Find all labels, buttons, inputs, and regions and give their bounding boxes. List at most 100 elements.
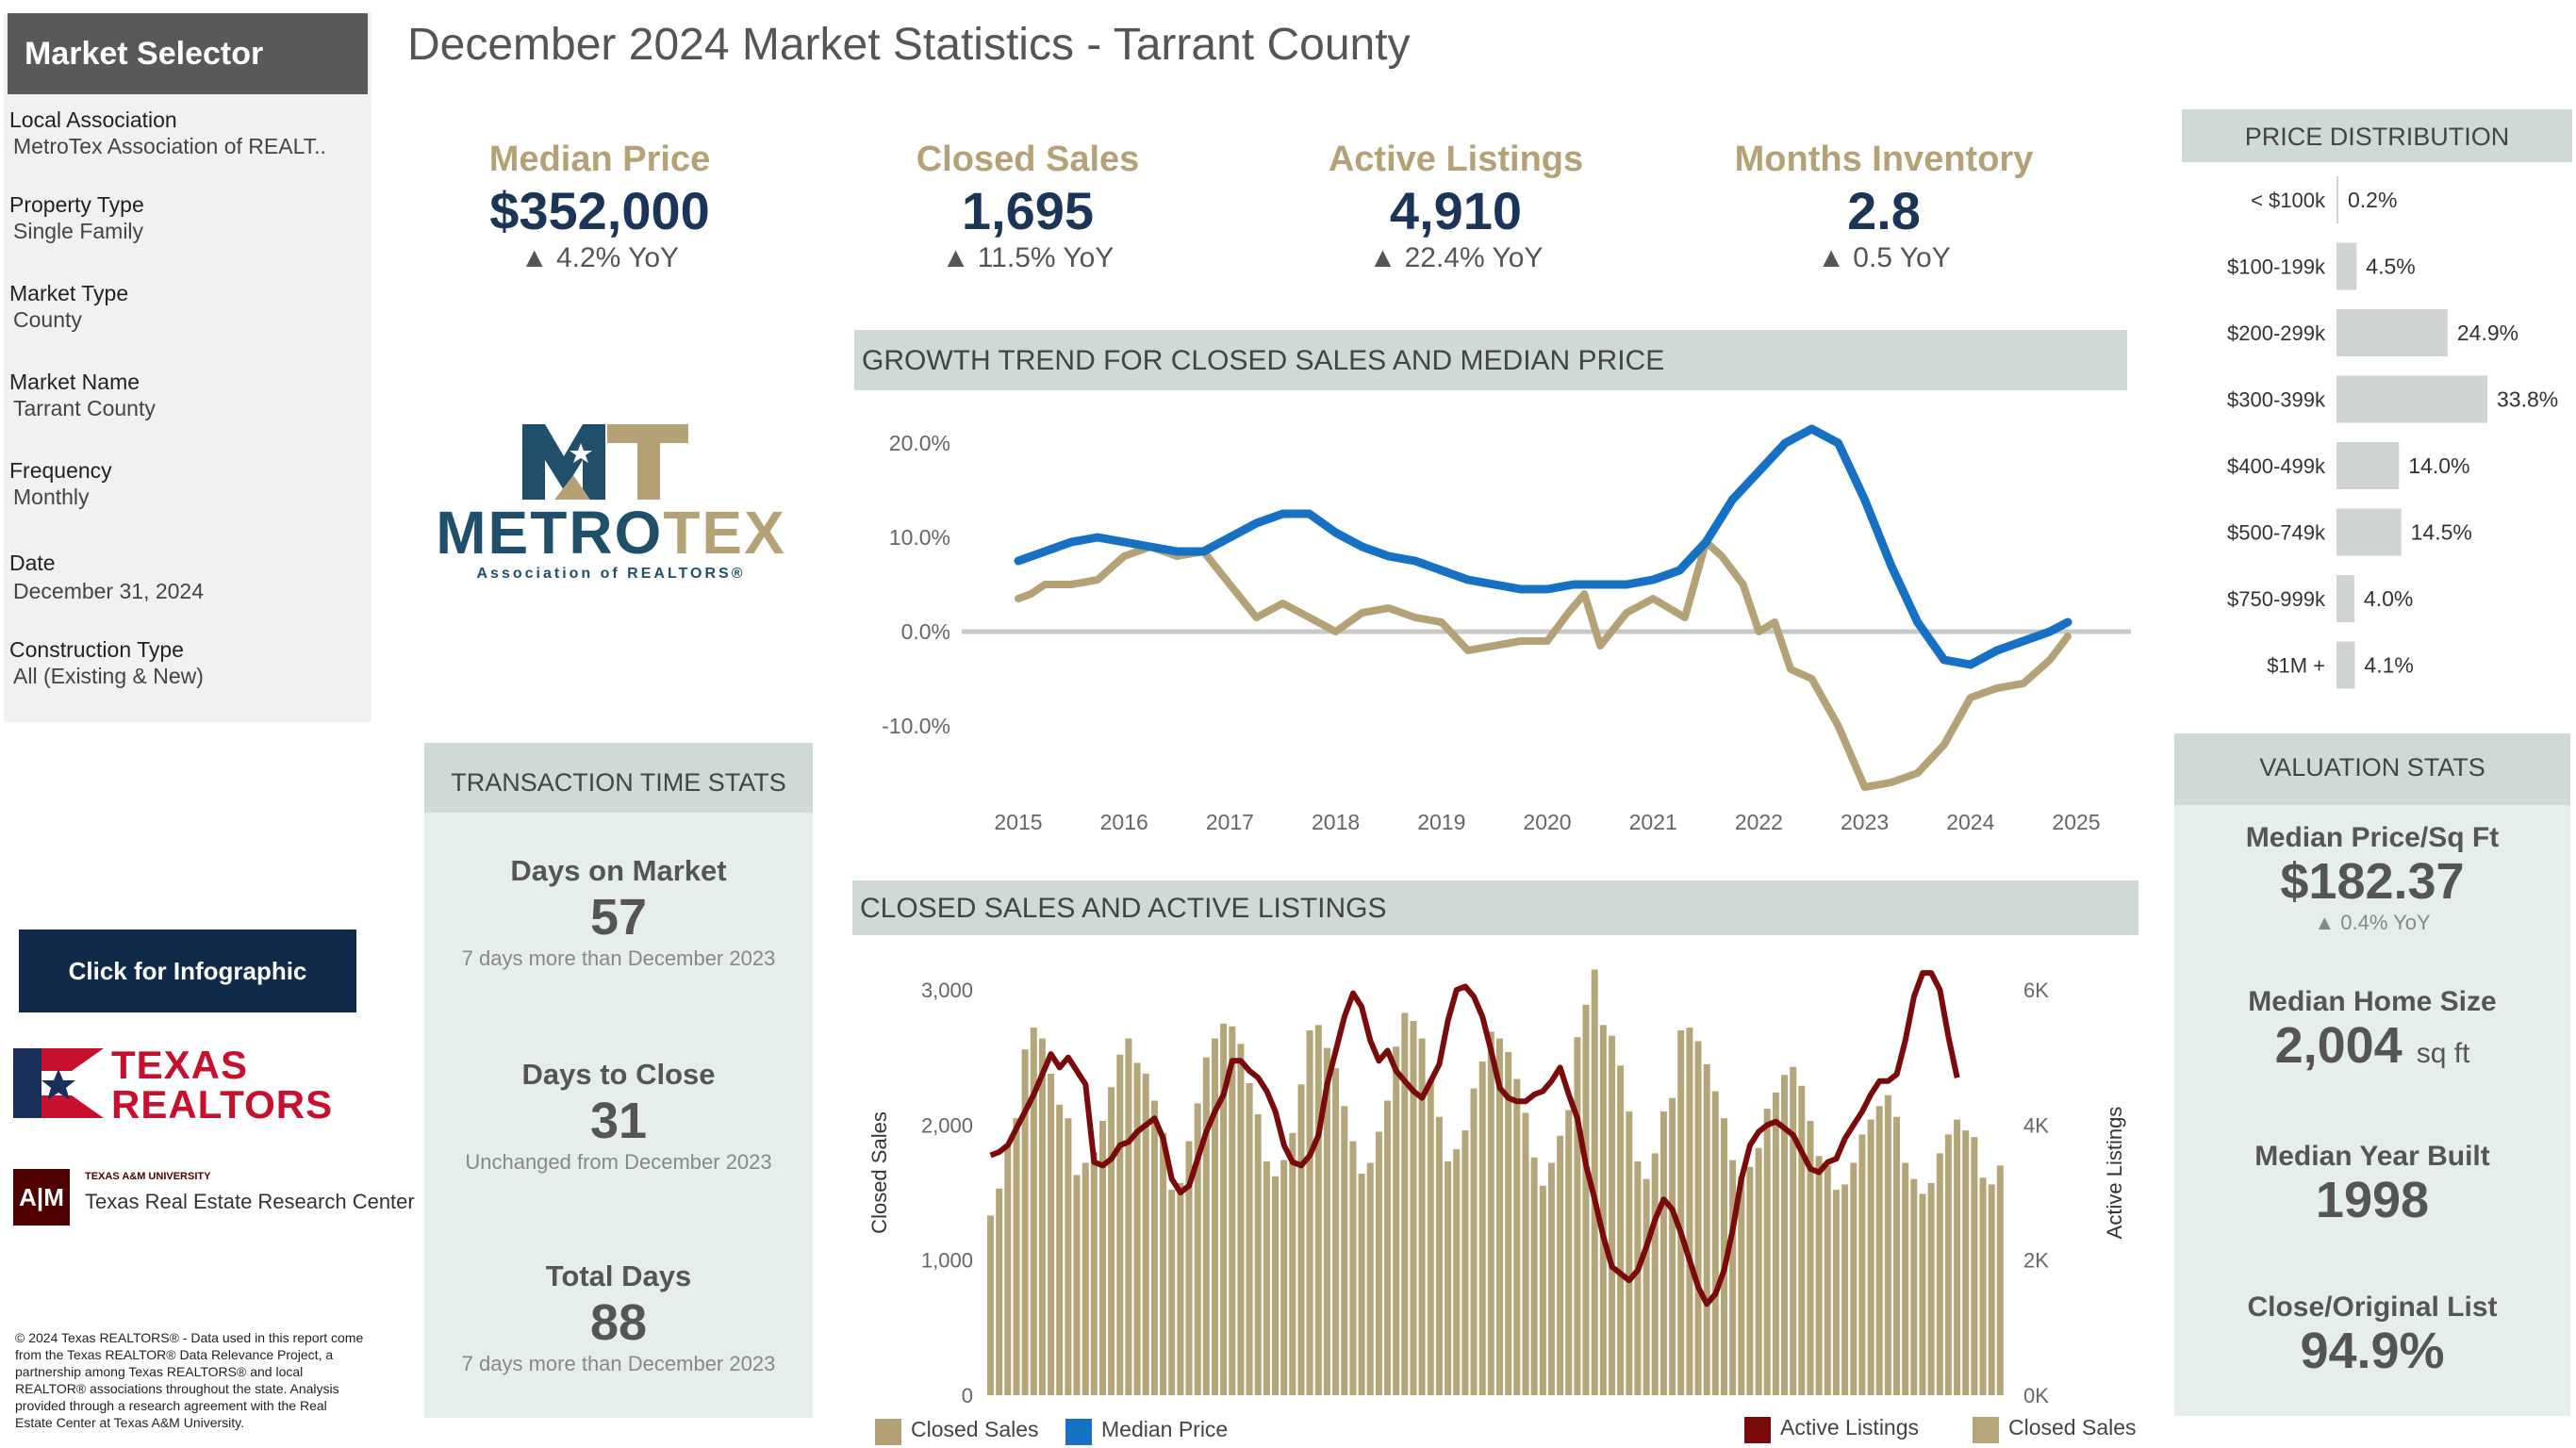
construction-type-label: Construction Type bbox=[9, 637, 184, 662]
price-band-value: 33.8% bbox=[2497, 387, 2558, 412]
closed-sales-bar bbox=[1522, 1112, 1529, 1395]
price-distribution-chart: < $100k 0.2% $100-199k 4.5% $200-299k 24.9% $3… bbox=[2227, 176, 2558, 689]
year-built-title: Median Year Built bbox=[2254, 1141, 2490, 1172]
kpi-label: Closed Sales bbox=[916, 140, 1140, 179]
sales-listings-chart: 3,000 2,000 1,000 0 6K 4K 2K 0K Closed Sales Acti… bbox=[867, 969, 2126, 1407]
closed-sales-bar bbox=[996, 1188, 1003, 1395]
closed-sales-bar bbox=[1547, 1162, 1555, 1395]
property-type-label: Property Type bbox=[9, 192, 144, 217]
x-tick-label: 2025 bbox=[2052, 810, 2100, 834]
closed-sales-bar bbox=[1297, 1084, 1305, 1395]
price-band-value: 0.2% bbox=[2348, 188, 2397, 212]
closed-sales-bar bbox=[1634, 1161, 1642, 1395]
home-size-unit: sq ft bbox=[2416, 1038, 2470, 1069]
closed-sales-bar bbox=[1418, 1038, 1426, 1395]
metro-text: METRO bbox=[436, 499, 664, 567]
price-band-value: 14.5% bbox=[2411, 520, 2472, 545]
x-tick-label: 2016 bbox=[1100, 810, 1148, 834]
closed-sales-bar bbox=[1229, 1026, 1236, 1395]
closed-sales-bar bbox=[1832, 1190, 1840, 1395]
closed-sales-bar bbox=[1048, 1073, 1055, 1395]
x-tick-label: 2019 bbox=[1417, 810, 1465, 834]
price-band-label: $750-999k bbox=[2227, 587, 2326, 611]
closed-sales-bar bbox=[1384, 1100, 1391, 1395]
y-tick-label: 10.0% bbox=[889, 525, 950, 550]
x-tick-label: 2023 bbox=[1841, 810, 1889, 834]
x-tick-label: 2017 bbox=[1206, 810, 1254, 834]
closed-sales-bar bbox=[1487, 1031, 1494, 1395]
price-sqft-value: $182.37 bbox=[2280, 853, 2465, 910]
local-association-value[interactable]: MetroTex Association of REALT.. bbox=[13, 134, 326, 158]
closed-sales-bar bbox=[1263, 1161, 1270, 1395]
price-band-bar bbox=[2337, 641, 2355, 689]
y2-tick-label: 4K bbox=[2023, 1113, 2049, 1137]
growth-trend-chart: 20.0% 10.0% 0.0% -10.0% 2015 2016 2017 2018 2019… bbox=[882, 424, 2131, 834]
closed-sales-bar bbox=[1332, 1068, 1340, 1395]
kpi-closed-sales: Closed Sales 1,695 ▲ 11.5% YoY bbox=[820, 140, 1235, 274]
closed-sales-bar bbox=[1919, 1193, 1926, 1395]
closed-sales-bar bbox=[987, 1215, 994, 1395]
closed-sales-bar bbox=[1902, 1162, 1909, 1395]
home-size-value: 2,004 bbox=[2274, 1017, 2403, 1074]
texas-star-icon bbox=[13, 1048, 104, 1118]
closed-sales-bar bbox=[1030, 1028, 1037, 1395]
metrotex-mark-icon bbox=[522, 424, 688, 500]
closed-sales-bar bbox=[1237, 1044, 1245, 1395]
closed-sales-bar bbox=[1979, 1177, 1987, 1395]
price-band-value: 4.1% bbox=[2364, 653, 2413, 678]
closed-sales-bar bbox=[1099, 1121, 1106, 1395]
x-tick-label: 2021 bbox=[1629, 810, 1677, 834]
price-band-value: 4.5% bbox=[2366, 255, 2415, 279]
closed-sales-bar bbox=[1366, 1162, 1374, 1395]
days-to-close-title: Days to Close bbox=[521, 1058, 716, 1091]
closed-sales-bar bbox=[1763, 1109, 1771, 1395]
market-name-value[interactable]: Tarrant County bbox=[13, 396, 156, 420]
closed-sales-bar bbox=[1108, 1087, 1115, 1395]
closed-sales-bar bbox=[1160, 1132, 1167, 1395]
closed-sales-bar bbox=[1669, 1097, 1676, 1395]
closed-sales-bar bbox=[1781, 1075, 1788, 1395]
kpi-label: Active Listings bbox=[1328, 140, 1584, 179]
growth-trend-header: GROWTH TREND FOR CLOSED SALES AND MEDIAN… bbox=[854, 330, 2127, 390]
days-to-close-note: Unchanged from December 2023 bbox=[465, 1150, 772, 1174]
y2-tick-label: 0K bbox=[2023, 1384, 2049, 1407]
closed-sales-bar bbox=[1185, 1141, 1193, 1395]
date-value[interactable]: December 31, 2024 bbox=[13, 579, 205, 603]
closed-sales-bar bbox=[1220, 1023, 1228, 1395]
frequency-value[interactable]: Monthly bbox=[13, 485, 90, 509]
closed-sales-bar bbox=[1496, 1038, 1503, 1395]
property-type-value[interactable]: Single Family bbox=[13, 219, 144, 243]
price-band-value: 14.0% bbox=[2408, 453, 2469, 478]
closed-sales-bar bbox=[1254, 1113, 1262, 1395]
price-band-bar bbox=[2337, 508, 2402, 556]
closed-sales-bar bbox=[1858, 1134, 1866, 1395]
market-type-value[interactable]: County bbox=[13, 307, 82, 332]
active-listings-line bbox=[989, 970, 1960, 1308]
closed-sales-bar bbox=[1944, 1134, 1952, 1395]
sales-listings-header: CLOSED SALES AND ACTIVE LISTINGS bbox=[852, 880, 2138, 935]
closed-sales-bar bbox=[1453, 1149, 1461, 1395]
price-band-value: 24.9% bbox=[2457, 321, 2518, 345]
closed-sales-bar bbox=[1875, 1106, 1883, 1395]
closed-sales-bar bbox=[1065, 1118, 1072, 1395]
construction-type-value[interactable]: All (Existing & New) bbox=[13, 664, 204, 688]
home-size-title: Median Home Size bbox=[2248, 986, 2497, 1017]
kpi-change: ▲ 11.5% YoY bbox=[941, 242, 1115, 273]
tamu-big-text: Texas Real Estate Research Center bbox=[85, 1190, 415, 1213]
closed-sales-bar bbox=[1738, 1176, 1745, 1395]
y-tick-label: 1,000 bbox=[921, 1249, 973, 1273]
y-axis-title: Closed Sales bbox=[867, 1111, 891, 1234]
closed-sales-bar bbox=[1513, 1078, 1521, 1395]
closed-sales-bar bbox=[1194, 1103, 1201, 1395]
year-built-value: 1998 bbox=[2315, 1172, 2430, 1228]
legend-label: Closed Sales bbox=[911, 1417, 1039, 1441]
kpi-change: ▲ 4.2% YoY bbox=[520, 242, 680, 273]
kpi-change: ▲ 22.4% YoY bbox=[1368, 242, 1544, 273]
closed-sales-bar bbox=[1772, 1092, 1779, 1395]
infographic-button[interactable]: Click for Infographic bbox=[19, 930, 356, 1012]
price-band-label: < $100k bbox=[2251, 189, 2326, 212]
market-name-label: Market Name bbox=[9, 370, 140, 394]
closed-sales-bar bbox=[1056, 1104, 1064, 1395]
closed-sales-bar bbox=[1073, 1175, 1081, 1395]
closed-sales-bar bbox=[1703, 1063, 1710, 1395]
